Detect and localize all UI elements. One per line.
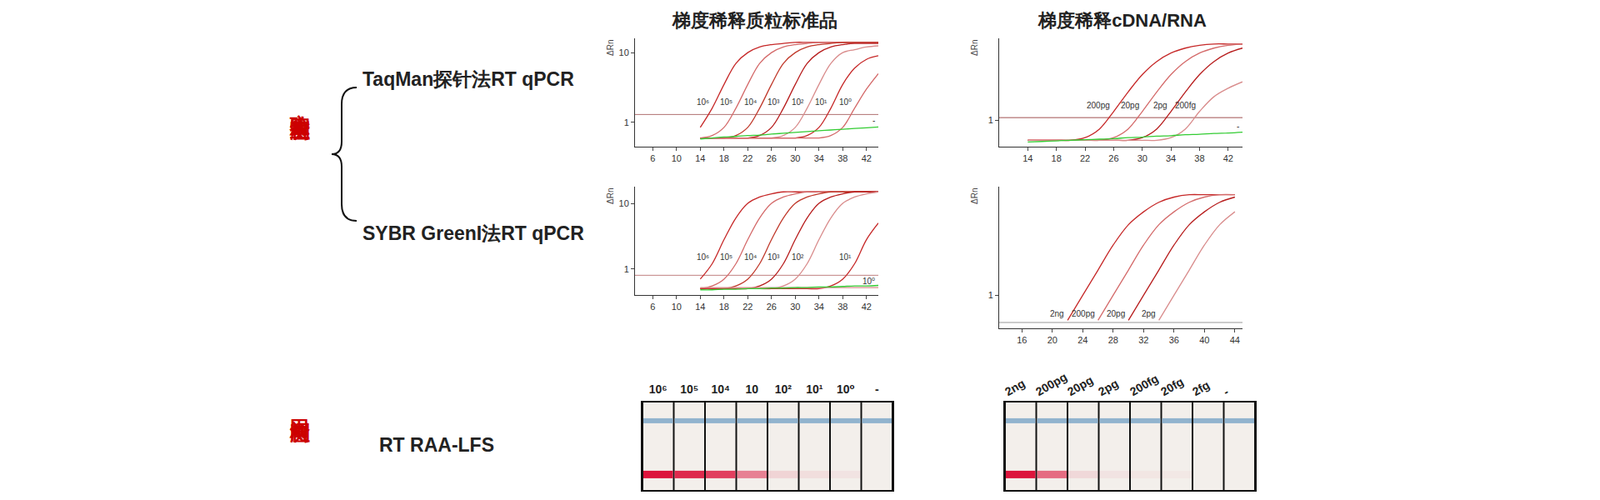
svg-text:10: 10 [619,198,630,209]
svg-text:10⁵: 10⁵ [720,97,733,107]
html-text:10: 10 [745,382,759,396]
svg-text:10⁶: 10⁶ [696,252,710,262]
html-text:10⁵: 10⁵ [680,382,699,396]
svg-text:30: 30 [790,301,800,312]
html-text:实验室检测: 实验室检测 [289,98,312,107]
svg-text:6: 6 [650,301,655,312]
html-text:2pg: 2pg [1096,376,1121,399]
svg-text:42: 42 [861,153,872,164]
svg-text:10¹: 10¹ [815,97,828,107]
svg-text:40: 40 [1199,335,1210,345]
svg-text:10²: 10² [791,97,805,107]
svg-text:1: 1 [988,290,994,300]
svg-text:34: 34 [1165,153,1176,164]
svg-text:10¹: 10¹ [839,252,852,262]
svg-text:200fg: 200fg [1175,100,1196,110]
svg-text:32: 32 [1138,335,1149,345]
svg-text:22: 22 [742,301,753,312]
html-text:TaqMan探针法RT qPCR: TaqMan探针法RT qPCR [362,68,574,90]
svg-text:26: 26 [766,153,777,164]
svg-text:ΔRn: ΔRn [970,188,980,205]
svg-text:ΔRn: ΔRn [605,188,615,205]
svg-text:20pg: 20pg [1120,100,1140,110]
svg-text:18: 18 [719,153,730,164]
svg-text:30: 30 [790,153,800,164]
svg-text:10²: 10² [791,252,805,262]
html-text:20fg: 20fg [1158,374,1186,399]
svg-text:44: 44 [1230,335,1240,345]
svg-text:2ng: 2ng [1050,309,1065,319]
svg-text:6: 6 [650,153,655,164]
svg-text:20: 20 [1047,335,1058,345]
svg-text:38: 38 [1194,153,1205,164]
svg-text:ΔRn: ΔRn [970,40,980,56]
svg-text:2pg: 2pg [1153,100,1168,110]
svg-text:1: 1 [624,117,630,128]
html-text:10²: 10² [774,382,792,396]
svg-text:28: 28 [1108,335,1119,345]
svg-text:10⁴: 10⁴ [744,97,757,107]
svg-text:38: 38 [837,153,848,164]
svg-text:-: - [1236,121,1240,131]
svg-text:38: 38 [837,301,848,312]
svg-text:10: 10 [671,153,682,164]
svg-text:ΔRn: ΔRn [605,40,615,56]
svg-text:34: 34 [814,301,825,312]
html-text:梯度稀释cDNA/RNA: 梯度稀释cDNA/RNA [1038,10,1207,31]
svg-text:24: 24 [1077,335,1088,345]
svg-text:30: 30 [1137,153,1148,164]
svg-text:26: 26 [766,301,777,312]
html-text:20pg: 20pg [1064,373,1096,399]
html-text:10⁶: 10⁶ [648,382,668,396]
svg-text:22: 22 [1080,153,1090,164]
svg-text:10³: 10³ [767,97,780,107]
svg-text:14: 14 [695,153,705,164]
svg-text:10: 10 [671,301,682,312]
svg-text:10: 10 [619,47,630,58]
svg-text:1: 1 [988,115,994,125]
svg-text:10⁵: 10⁵ [720,252,733,262]
svg-text:22: 22 [742,153,753,164]
svg-text:200pg: 200pg [1071,309,1095,319]
html-text:田间检测: 田间检测 [289,402,312,410]
html-text:200fg: 200fg [1127,371,1161,399]
html-text:RT RAA-LFS: RT RAA-LFS [379,434,495,456]
svg-text:10⁴: 10⁴ [744,252,757,262]
html-text:SYBR GreenI法RT qPCR: SYBR GreenI法RT qPCR [362,222,584,245]
svg-text:42: 42 [861,301,872,312]
svg-text:-: - [872,115,875,125]
html-text:梯度稀释质粒标准品: 梯度稀释质粒标准品 [672,10,838,31]
svg-text:18: 18 [1051,153,1062,164]
svg-text:42: 42 [1223,153,1234,164]
svg-text:34: 34 [814,153,825,164]
html-text:10⁰: 10⁰ [836,382,855,396]
html-text:10⁴: 10⁴ [711,382,730,396]
svg-text:2pg: 2pg [1141,309,1156,319]
svg-text:10⁰: 10⁰ [839,97,852,107]
svg-text:200pg: 200pg [1086,100,1110,110]
svg-text:20pg: 20pg [1106,309,1125,319]
html-text:10¹: 10¹ [805,382,823,396]
svg-text:36: 36 [1169,335,1180,345]
html-text:2ng: 2ng [1002,376,1027,399]
html-text:2fg: 2fg [1189,378,1212,399]
svg-text:14: 14 [695,301,705,312]
svg-text:18: 18 [719,301,730,312]
svg-text:16: 16 [1016,335,1027,345]
svg-text:14: 14 [1022,153,1033,164]
svg-text:1: 1 [624,264,630,275]
svg-text:26: 26 [1108,153,1119,164]
svg-text:10⁰: 10⁰ [862,276,875,286]
html-text:200pg: 200pg [1033,369,1070,399]
svg-text:10³: 10³ [767,252,780,262]
svg-text:10⁶: 10⁶ [696,97,710,107]
